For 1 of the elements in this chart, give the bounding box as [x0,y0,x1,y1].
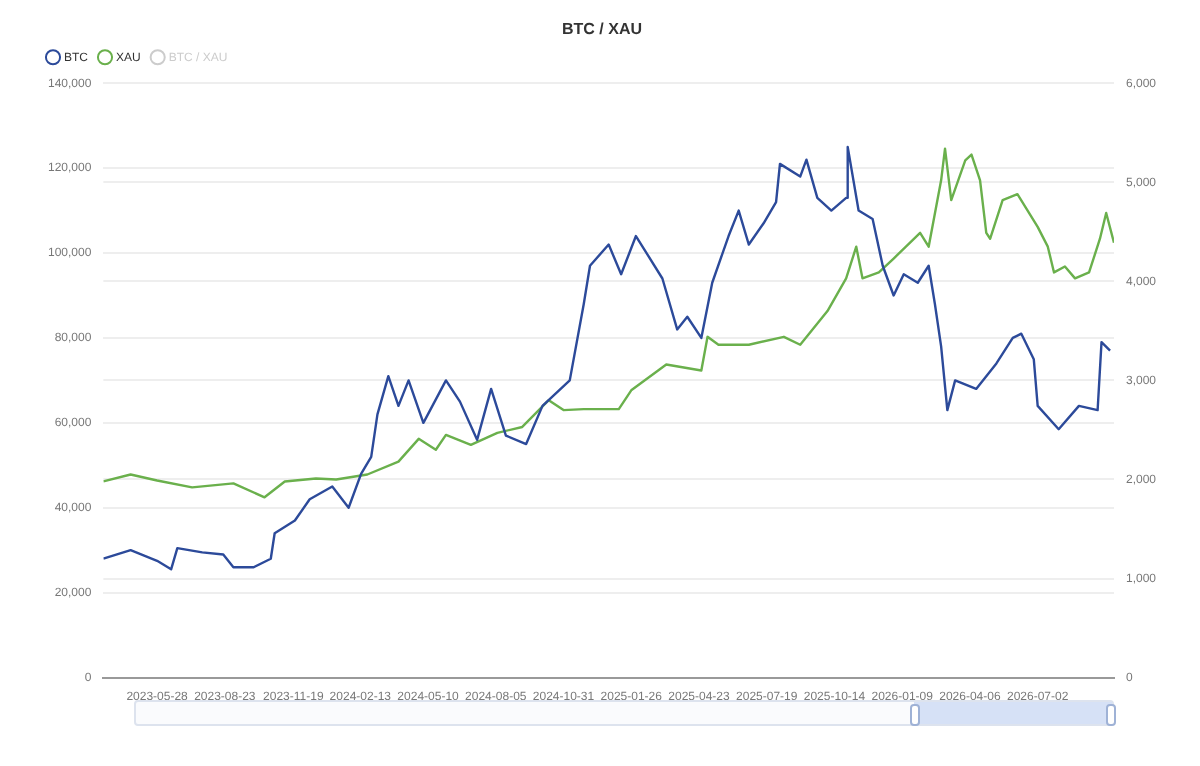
chart-title: BTC / XAU [562,20,643,39]
